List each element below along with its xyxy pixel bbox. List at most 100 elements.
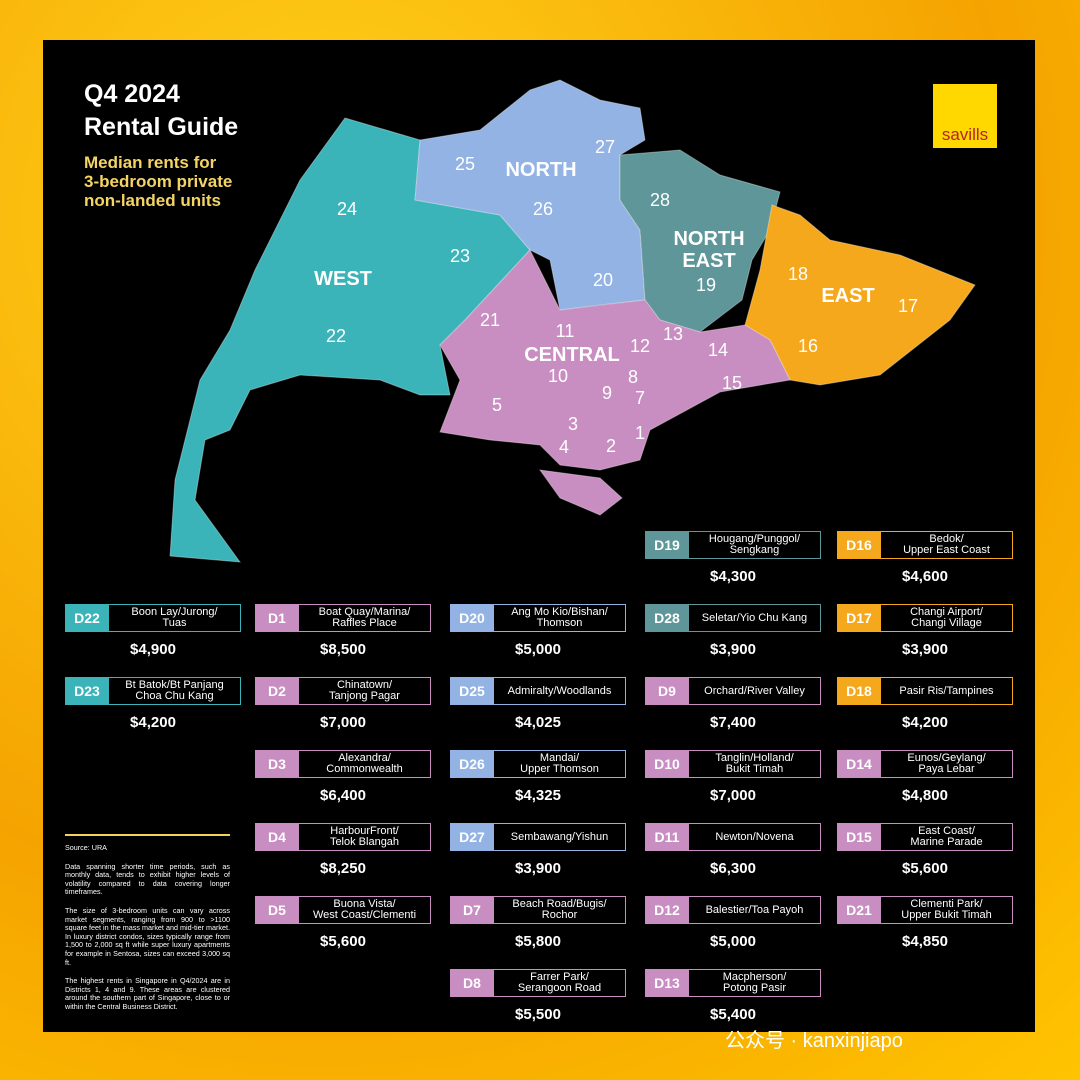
district-area: HarbourFront/Telok Blangah [299,823,431,851]
area-line: Telok Blangah [329,836,400,848]
area-line: Alexandra/ [338,752,391,764]
area-line: HarbourFront/ [330,825,399,837]
district-number: 20 [593,270,613,290]
title: Rental Guide [84,113,238,141]
area-line: Seletar/Yio Chu Kang [701,611,808,624]
district-card: D21 Clementi Park/Upper Bukit Timah [837,896,1013,924]
district-number: 11 [556,321,575,341]
area-line: Farrer Park/ [530,971,589,983]
rent: $5,500 [515,1006,561,1023]
district-area: Eunos/Geylang/Paya Lebar [881,750,1013,778]
district-code: D11 [645,823,689,851]
area-line: Boon Lay/Jurong/ [131,606,218,618]
district-card: D2 Chinatown/Tanjong Pagar [255,677,431,705]
district-area: Macpherson/Potong Pasir [689,969,821,997]
rent: $4,200 [902,714,948,731]
district-area: Bt Batok/Bt Panjang Choa Chu Kang [109,677,241,705]
district-card: D5 Buona Vista/West Coast/Clementi [255,896,431,924]
rent: $4,300 [710,568,756,585]
district-area: Tanglin/Holland/Bukit Timah [689,750,821,778]
northeast-region [619,149,781,333]
area-line: Balestier/Toa Payoh [705,903,804,916]
subtitle: Median rents for [84,153,217,172]
area-line: Bukit Timah [725,763,784,775]
rent: $5,000 [515,641,561,658]
subtitle: 3-bedroom private [84,172,232,191]
district-code: D4 [255,823,299,851]
notes: Source: URA Data spanning shorter time pe… [65,834,230,1022]
area-line: Tanglin/Holland/ [715,752,794,764]
district-number: 12 [630,336,650,356]
district-card: D8 Farrer Park/Serangoon Road [450,969,626,997]
district-area: Farrer Park/Serangoon Road [494,969,626,997]
district-number: 27 [595,137,615,157]
rent: $5,400 [710,1006,756,1023]
area-line: Serangoon Road [517,982,602,994]
area-line: Marine Parade [910,836,983,848]
rent: $5,600 [320,933,366,950]
district-card: D26 Mandai/Upper Thomson [450,750,626,778]
district-card: D20 Ang Mo Kio/Bishan/Thomson [450,604,626,632]
rent: $7,000 [710,787,756,804]
district-number: 7 [635,388,645,408]
district-code: D15 [837,823,881,851]
rent: $4,800 [902,787,948,804]
district-card: D4 HarbourFront/Telok Blangah [255,823,431,851]
area-line: Beach Road/Bugis/ [512,898,607,910]
district-code: D21 [837,896,881,924]
district-card: D13 Macpherson/Potong Pasir [645,969,821,997]
district-code: D20 [450,604,494,632]
area-line: Bt Batok/Bt Panjang [125,679,224,691]
region-label: CENTRAL [524,344,620,366]
district-code: D18 [837,677,881,705]
region-label: NORTH [505,159,576,181]
district-area: Bedok/Upper East Coast [881,531,1013,559]
rent: $4,850 [902,933,948,950]
rent: $5,600 [902,860,948,877]
district-area: Clementi Park/Upper Bukit Timah [881,896,1013,924]
district-code: D7 [450,896,494,924]
district-card: D22 Boon Lay/Jurong/Tuas [65,604,241,632]
district-code: D8 [450,969,494,997]
area-line: Paya Lebar [918,763,975,775]
district-number: 9 [602,383,612,403]
rent: $5,000 [710,933,756,950]
district-card: D1 Boat Quay/Marina/Raffles Place [255,604,431,632]
district-card: D23 Bt Batok/Bt Panjang Choa Chu Kang [65,677,241,705]
district-code: D10 [645,750,689,778]
district-number: 24 [337,199,357,219]
district-card: D19 Hougang/Punggol/Sengkang [645,531,821,559]
region-label: EAST [821,285,874,307]
district-code: D22 [65,604,109,632]
area-line: Bedok/ [929,533,964,545]
rent: $8,500 [320,641,366,658]
area-line: Upper East Coast [903,544,990,556]
district-number: 22 [326,326,346,346]
area-line: Ang Mo Kio/Bishan/ [511,606,608,618]
region-label: WEST [314,268,372,290]
district-number: 16 [798,336,818,356]
district-code: D27 [450,823,494,851]
district-code: D23 [65,677,109,705]
district-code: D14 [837,750,881,778]
area-line: Tuas [162,617,187,629]
area-line: Commonwealth [326,763,403,775]
district-number: 3 [568,414,578,434]
district-card: D11 Newton/Novena [645,823,821,851]
district-card: D9 Orchard/River Valley [645,677,821,705]
area-line: Upper Bukit Timah [901,909,992,921]
area-line: Changi Village [911,617,982,629]
area-line: Mandai/ [539,752,580,764]
area-line: Potong Pasir [723,982,786,994]
area-line: Orchard/River Valley [704,684,805,697]
district-area: Boon Lay/Jurong/Tuas [109,604,241,632]
rent: $8,250 [320,860,366,877]
area-line: Clementi Park/ [910,898,983,910]
area-line: Newton/Novena [715,830,794,843]
rent: $7,400 [710,714,756,731]
district-number: 10 [548,366,568,386]
district-code: D25 [450,677,494,705]
area-line: Eunos/Geylang/ [907,752,986,764]
watermark: 公众号 · kanxinjiapo [725,1030,903,1052]
